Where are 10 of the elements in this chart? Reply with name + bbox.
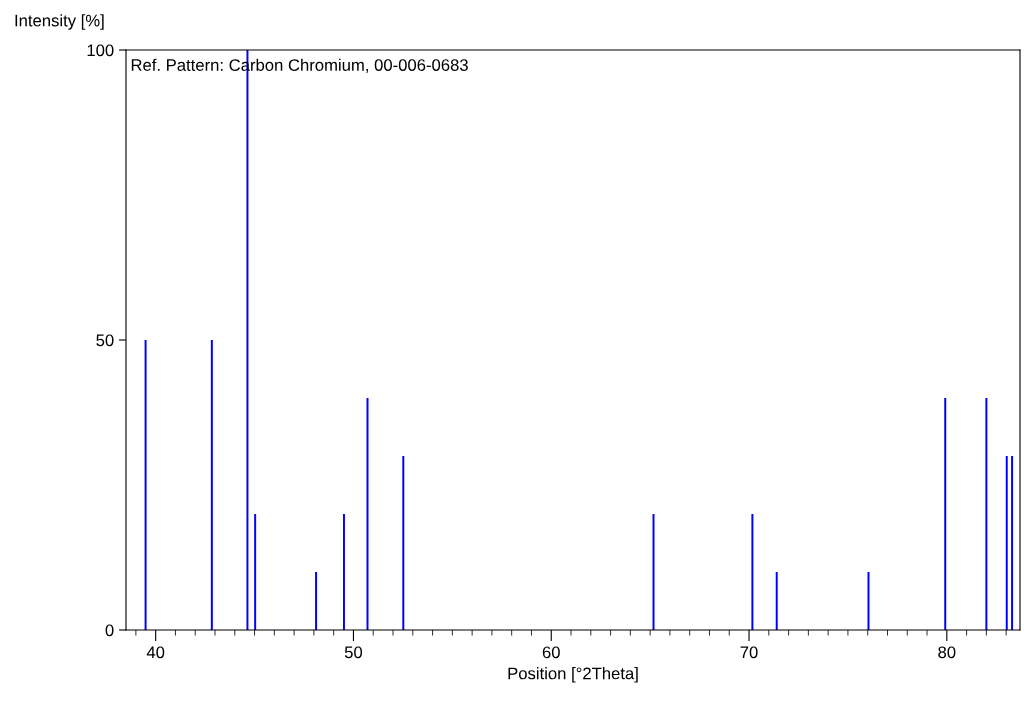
y-axis-title: Intensity [%] (15, 14, 104, 30)
x-tick-label: 40 (146, 646, 165, 659)
x-axis-title: Position [°2Theta] (508, 667, 638, 683)
y-tick-label: 50 (96, 334, 114, 347)
x-tick-label: 80 (938, 646, 956, 659)
x-tick-label: 50 (344, 646, 363, 659)
x-tick-label: 70 (740, 646, 758, 659)
y-tick-label: 0 (105, 624, 114, 637)
x-tick-label: 60 (542, 646, 560, 659)
y-tick-label: 100 (87, 44, 114, 57)
